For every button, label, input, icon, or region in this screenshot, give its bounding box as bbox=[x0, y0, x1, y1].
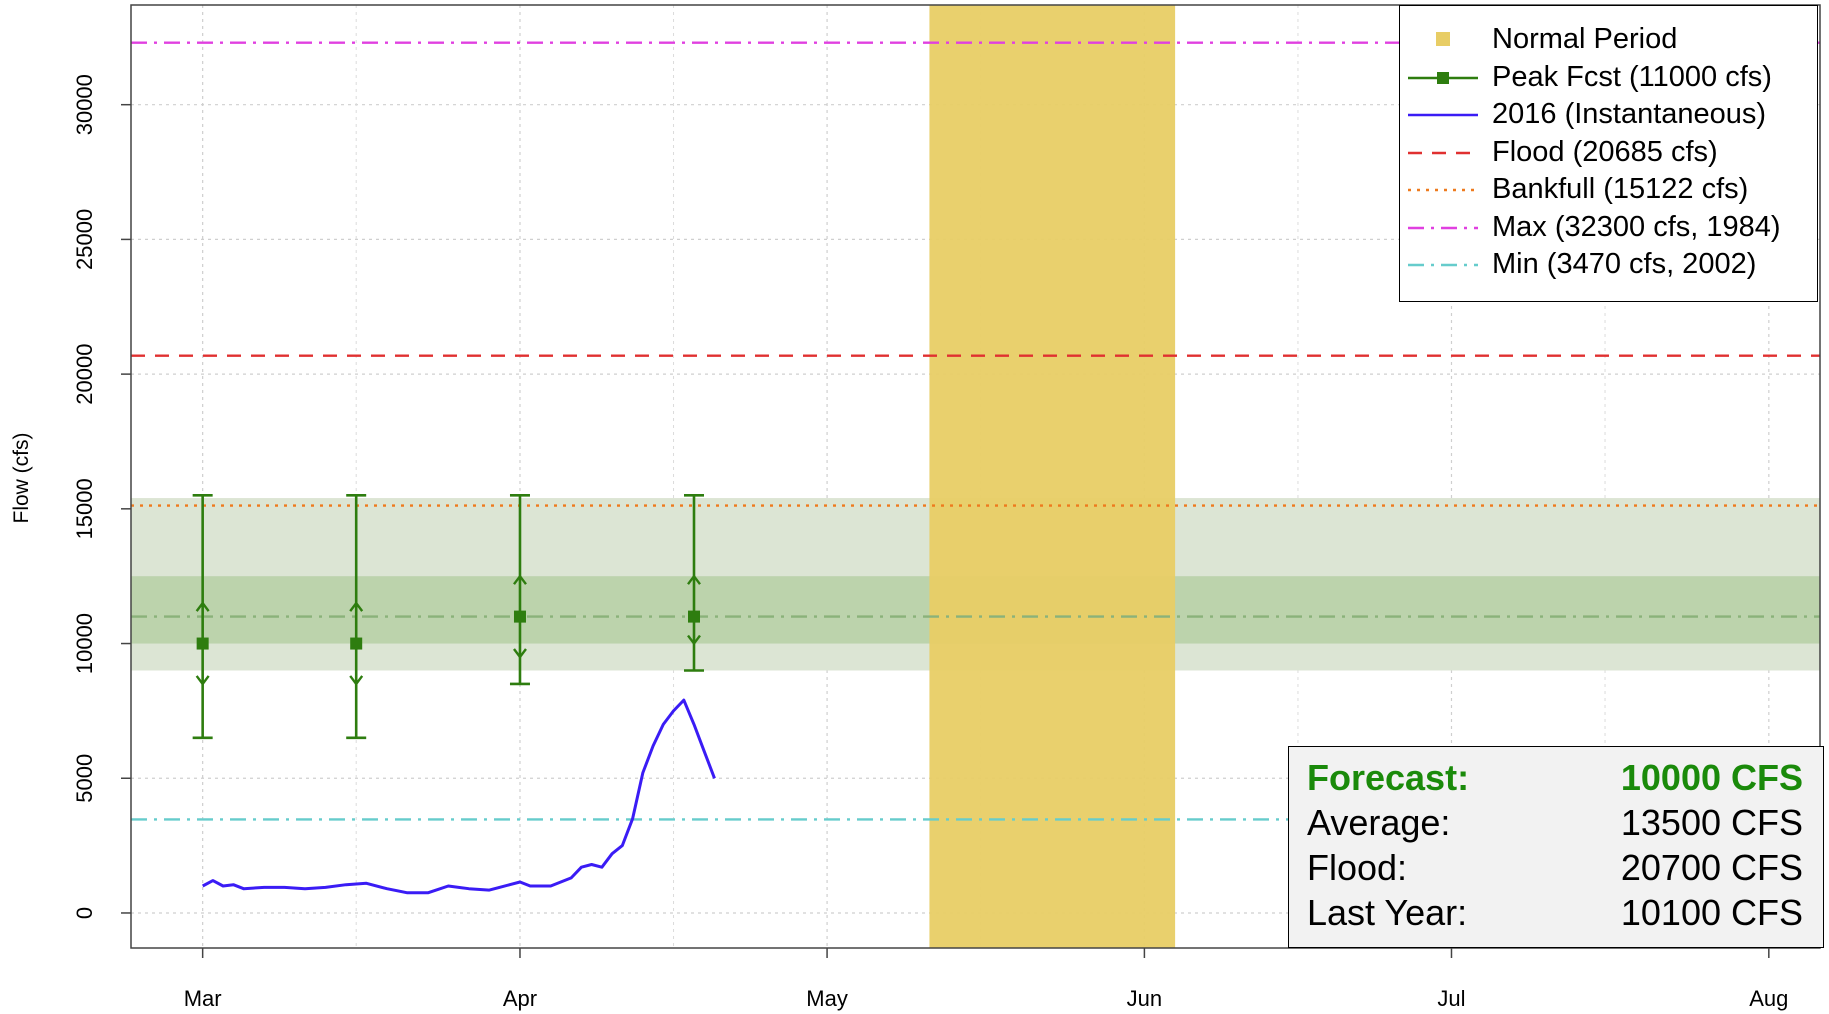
peak-arrow-up bbox=[195, 601, 210, 612]
peak-arrow-down bbox=[195, 675, 210, 686]
legend-swatch bbox=[1408, 263, 1478, 267]
stats-row: Flood: 20700 CFS bbox=[1307, 847, 1803, 892]
legend-label: Max (32300 cfs, 1984) bbox=[1492, 210, 1781, 243]
y-tick-label: 25000 bbox=[72, 209, 97, 270]
legend-label: 2016 (Instantaneous) bbox=[1492, 98, 1767, 130]
legend-swatch bbox=[1408, 113, 1478, 117]
legend-item: 2016 (Instantaneous) bbox=[1400, 96, 1817, 133]
y-tick-label: 30000 bbox=[72, 74, 97, 135]
x-tick-label: Mar bbox=[184, 986, 222, 1011]
peak-point bbox=[688, 610, 700, 623]
stats-label: Average: bbox=[1307, 802, 1451, 843]
stats-value: 20700 CFS bbox=[1620, 847, 1803, 888]
legend-label: Peak Fcst (11000 cfs) bbox=[1492, 60, 1772, 93]
legend: Normal Period Peak Fcst (11000 cfs) 2016 (… bbox=[1399, 5, 1818, 302]
legend-label: Normal Period bbox=[1492, 23, 1678, 55]
legend-point bbox=[1437, 71, 1449, 84]
legend-item: Normal Period bbox=[1400, 21, 1817, 58]
x-tick-label: May bbox=[806, 986, 848, 1011]
legend-item: Flood (20685 cfs) bbox=[1400, 134, 1817, 171]
peak-point bbox=[350, 637, 363, 650]
peak-forecasts bbox=[192, 494, 704, 740]
y-tick-label: 20000 bbox=[72, 344, 97, 405]
peak-arrow-down bbox=[513, 648, 527, 660]
legend-swatch bbox=[1436, 32, 1450, 46]
peak-arrow-up bbox=[687, 574, 701, 585]
stats-box: Forecast: 10000 CFS Average: 13500 CFS Flood… bbox=[1288, 746, 1824, 948]
peak-arrow-down bbox=[687, 634, 701, 646]
plot-frame bbox=[130, 4, 1821, 949]
legend-item: Min (3470 cfs, 2002) bbox=[1400, 246, 1817, 283]
stats-label: Last Year: bbox=[1307, 892, 1468, 933]
legend-swatch bbox=[1408, 71, 1478, 84]
stats-row: Last Year: 10100 CFS bbox=[1307, 892, 1803, 937]
stats-value: 10000 CFS bbox=[1620, 757, 1803, 798]
legend-square bbox=[1436, 32, 1450, 46]
stats-value: 13500 CFS bbox=[1620, 802, 1803, 843]
peak-arrow-up bbox=[513, 574, 527, 585]
y-tick-label: 15000 bbox=[72, 478, 97, 539]
y-tick-label: 5000 bbox=[72, 754, 97, 803]
legend-label: Bankfull (15122 cfs) bbox=[1492, 173, 1749, 205]
stats-value: 10100 CFS bbox=[1620, 892, 1803, 933]
stats-label: Flood: bbox=[1307, 847, 1408, 888]
peak-point bbox=[196, 637, 209, 650]
legend-swatch bbox=[1408, 226, 1478, 229]
normal-period-rect bbox=[929, 5, 1176, 948]
legend-swatch bbox=[1408, 188, 1478, 192]
legend-item: Max (32300 cfs, 1984) bbox=[1400, 209, 1817, 246]
x-tick-label: Apr bbox=[503, 986, 537, 1011]
normal-period-band bbox=[929, 5, 1176, 948]
stats-row: Forecast: 10000 CFS bbox=[1307, 757, 1803, 802]
stats-label: Forecast: bbox=[1307, 757, 1470, 798]
legend-item: Bankfull (15122 cfs) bbox=[1400, 171, 1817, 208]
reference-lines bbox=[131, 41, 1820, 821]
x-tick-label: Jul bbox=[1437, 986, 1465, 1011]
axes: 0 5000 10000 15000 20000 25000 30000 Mar Apr May J… bbox=[72, 4, 1821, 1011]
y-axis-label: Flow (cfs) bbox=[10, 433, 33, 524]
legend-label: Flood (20685 cfs) bbox=[1492, 135, 1718, 168]
x-tick-label: Aug bbox=[1749, 986, 1788, 1011]
stats-row: Average: 13500 CFS bbox=[1307, 802, 1803, 847]
series-line bbox=[201, 698, 716, 895]
flow-series bbox=[201, 698, 716, 895]
peak-arrow-up bbox=[349, 601, 364, 612]
legend-item: Peak Fcst (11000 cfs) bbox=[1400, 59, 1817, 96]
x-tick-label: Jun bbox=[1127, 986, 1162, 1011]
legend-label: Min (3470 cfs, 2002) bbox=[1492, 248, 1757, 280]
peak-point bbox=[513, 610, 526, 623]
peak-arrow-down bbox=[349, 675, 364, 686]
legend-swatch bbox=[1408, 151, 1478, 154]
y-tick-label: 10000 bbox=[72, 613, 97, 674]
y-tick-label: 0 bbox=[72, 907, 97, 919]
